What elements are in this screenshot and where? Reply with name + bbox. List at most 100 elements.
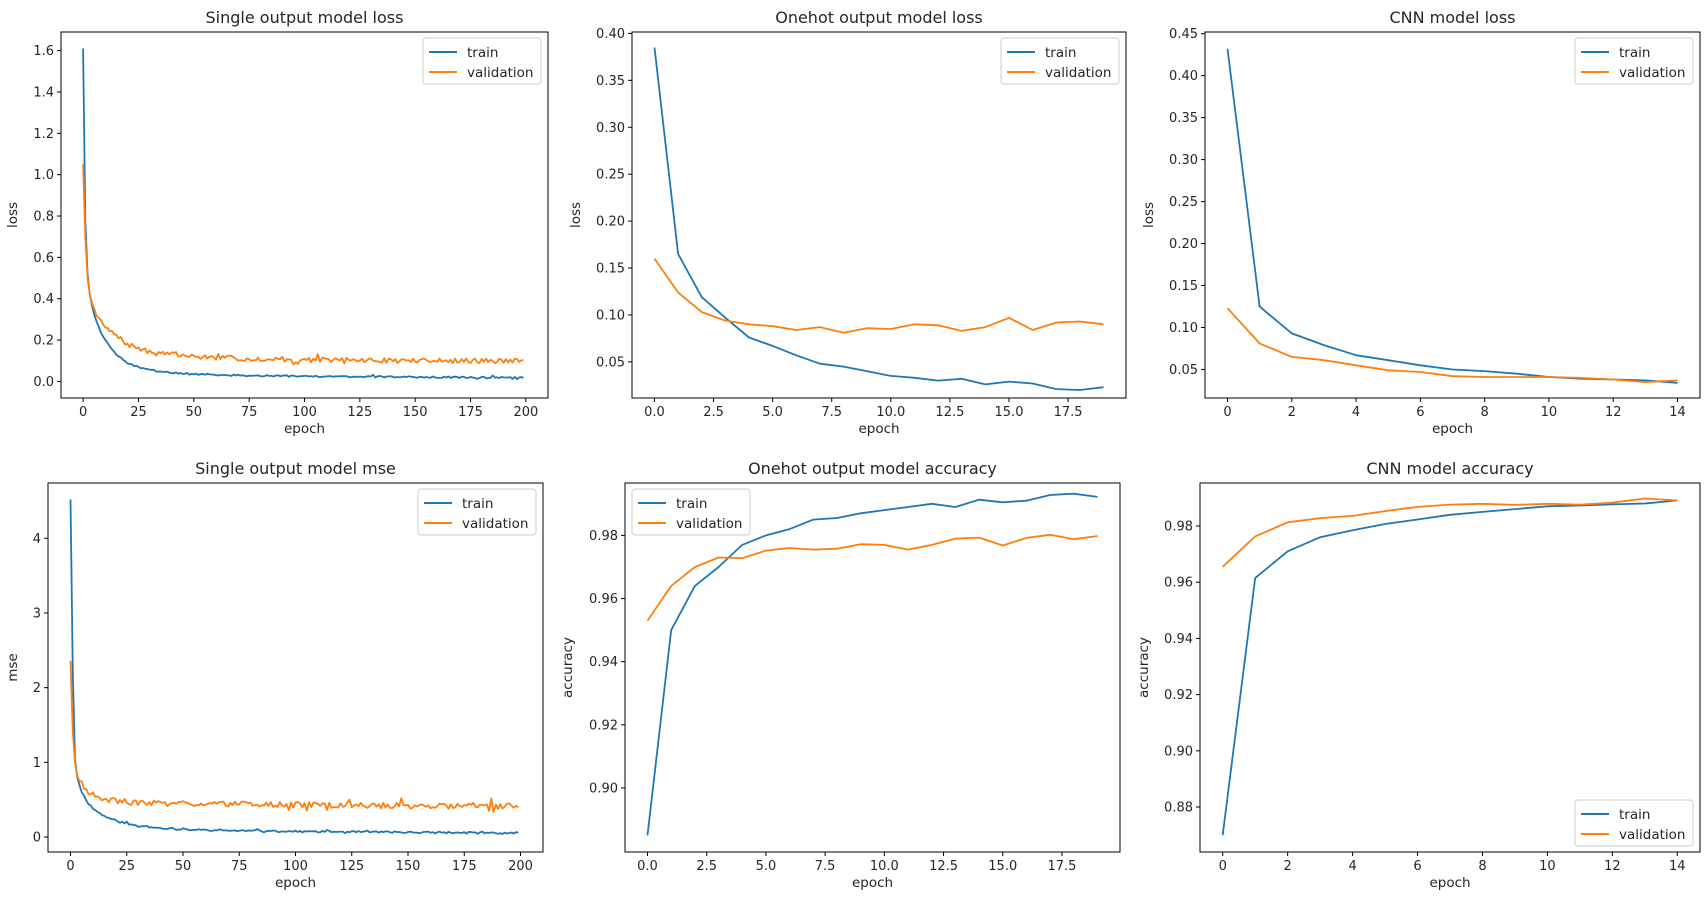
series-line-train (1226, 48, 1678, 384)
series-line-train (653, 47, 1104, 391)
series-line-validation (653, 258, 1104, 334)
y-tick-label: 0.15 (596, 262, 625, 277)
x-tick-label: 50 (186, 405, 203, 420)
x-tick-label: 6 (1416, 405, 1424, 420)
y-tick-label: 0.20 (596, 215, 625, 230)
y-tick-label: 0.20 (1169, 237, 1198, 252)
x-tick-label: 10.0 (870, 859, 899, 874)
x-tick-label: 0.0 (644, 405, 665, 420)
axes-frame (631, 31, 1127, 399)
y-tick-label: 0.92 (589, 718, 618, 733)
y-tick-label: 0.30 (1169, 153, 1198, 168)
x-tick-label: 175 (452, 859, 477, 874)
axes-frame (1204, 31, 1701, 399)
y-tick-label: 1.4 (33, 85, 54, 100)
x-tick-label: 10 (1539, 859, 1556, 874)
x-tick-label: 6 (1413, 859, 1421, 874)
y-tick-label: 0.96 (1164, 576, 1193, 591)
legend-label-validation: validation (1619, 827, 1685, 843)
legend: train validation (1000, 37, 1120, 85)
chart-onehot-loss: Onehot output model loss 0.0 2.5 5.0 7.5 10.0… (568, 8, 1127, 437)
y-tick-label: 0.35 (1169, 111, 1198, 126)
series-line-validation (646, 533, 1098, 622)
x-tick-label: 17.5 (1047, 859, 1076, 874)
y-tick-label: 0 (33, 831, 41, 846)
x-tick-label: 50 (175, 859, 192, 874)
x-axis-label: epoch (284, 421, 325, 437)
x-tick-label: 125 (339, 859, 364, 874)
y-tick-label: 0.35 (596, 74, 625, 89)
x-tick-label: 2 (1284, 859, 1292, 874)
legend-label-train: train (1619, 45, 1650, 61)
chart-cnn-accuracy: CNN model accuracy 0 2 4 6 8 10 12 14 0.88 0.90 0.9… (1136, 459, 1701, 891)
y-tick-label: 0.94 (589, 655, 618, 670)
y-tick-label: 0.96 (589, 592, 618, 607)
x-tick-label: 75 (241, 405, 258, 420)
y-tick-label: 0.90 (589, 781, 618, 796)
series-line-validation (82, 164, 524, 366)
x-tick-label: 25 (118, 859, 135, 874)
y-tick-label: 0.15 (1169, 279, 1198, 294)
x-tick-label: 12.5 (935, 405, 964, 420)
y-tick-label: 0.8 (33, 210, 54, 225)
y-tick-label: 0.05 (1169, 363, 1198, 378)
y-tick-label: 0.98 (1164, 519, 1193, 534)
x-tick-label: 4 (1348, 859, 1356, 874)
axes-frame (60, 31, 549, 399)
series-line-train (1221, 499, 1678, 836)
x-tick-label: 2 (1288, 405, 1296, 420)
x-axis-label: epoch (852, 875, 893, 891)
x-tick-label: 0 (79, 405, 87, 420)
y-tick-label: 1.2 (33, 127, 54, 142)
chart-title: Onehot output model accuracy (748, 459, 997, 478)
chart-title: CNN model accuracy (1366, 459, 1533, 478)
axes-frame (1199, 482, 1701, 853)
x-tick-label: 5.0 (762, 405, 783, 420)
y-tick-label: 0.25 (1169, 195, 1198, 210)
y-axis-label: loss (568, 202, 584, 228)
y-tick-label: 0.2 (33, 334, 54, 349)
y-tick-label: 1.6 (33, 44, 54, 59)
x-tick-label: 0 (1219, 859, 1227, 874)
x-tick-label: 200 (513, 405, 538, 420)
x-tick-label: 175 (458, 405, 483, 420)
series-line-train (69, 499, 519, 835)
x-tick-label: 15.0 (995, 405, 1024, 420)
chart-title: Single output model mse (195, 459, 396, 478)
x-tick-label: 2.5 (703, 405, 724, 420)
x-tick-label: 0.0 (637, 859, 658, 874)
y-tick-label: 0.6 (33, 251, 54, 266)
y-tick-label: 0.88 (1164, 801, 1193, 816)
x-tick-label: 25 (130, 405, 147, 420)
chart-onehot-accuracy: Onehot output model accuracy 0.0 2.5 5.0 7.5… (560, 459, 1121, 891)
x-tick-label: 150 (403, 405, 428, 420)
legend: train validation (631, 488, 751, 536)
legend: train validation (1574, 37, 1694, 85)
x-tick-label: 125 (347, 405, 372, 420)
axes-frame (47, 482, 544, 853)
x-tick-label: 12 (1604, 859, 1621, 874)
x-tick-label: 15.0 (988, 859, 1017, 874)
y-tick-label: 0.05 (596, 355, 625, 370)
y-axis-label: accuracy (1136, 637, 1152, 698)
y-tick-label: 0.0 (33, 375, 54, 390)
y-tick-label: 0.40 (596, 27, 625, 42)
series-line-train (82, 48, 524, 381)
x-tick-label: 8 (1481, 405, 1489, 420)
chart-title: Single output model loss (206, 8, 404, 27)
legend-label-train: train (467, 45, 498, 61)
x-tick-label: 150 (396, 859, 421, 874)
x-tick-label: 10.0 (876, 405, 905, 420)
y-tick-label: 0.92 (1164, 688, 1193, 703)
legend: train validation (422, 37, 542, 85)
legend: train validation (1574, 799, 1694, 847)
x-tick-label: 200 (508, 859, 533, 874)
legend-label-train: train (1619, 807, 1650, 823)
x-tick-label: 7.5 (821, 405, 842, 420)
legend-label-validation: validation (1045, 65, 1111, 81)
chart-title: Onehot output model loss (775, 8, 983, 27)
x-tick-label: 17.5 (1054, 405, 1083, 420)
y-tick-label: 0.90 (1164, 744, 1193, 759)
series-line-train (646, 492, 1098, 836)
